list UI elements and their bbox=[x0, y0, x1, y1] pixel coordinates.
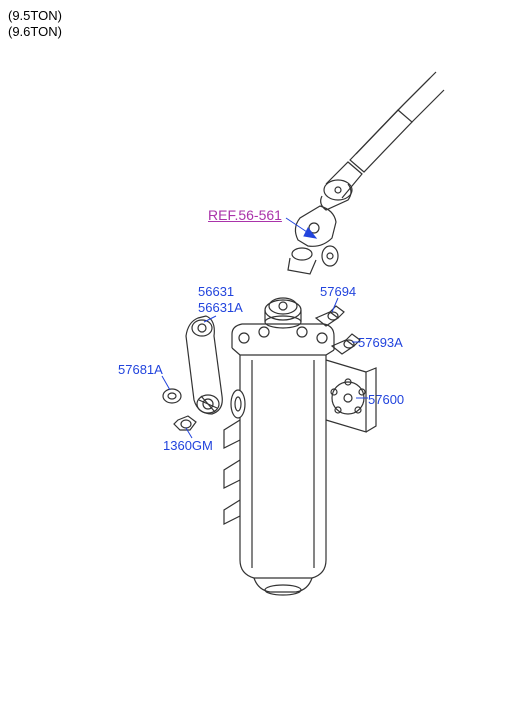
parts-diagram bbox=[0, 0, 532, 727]
